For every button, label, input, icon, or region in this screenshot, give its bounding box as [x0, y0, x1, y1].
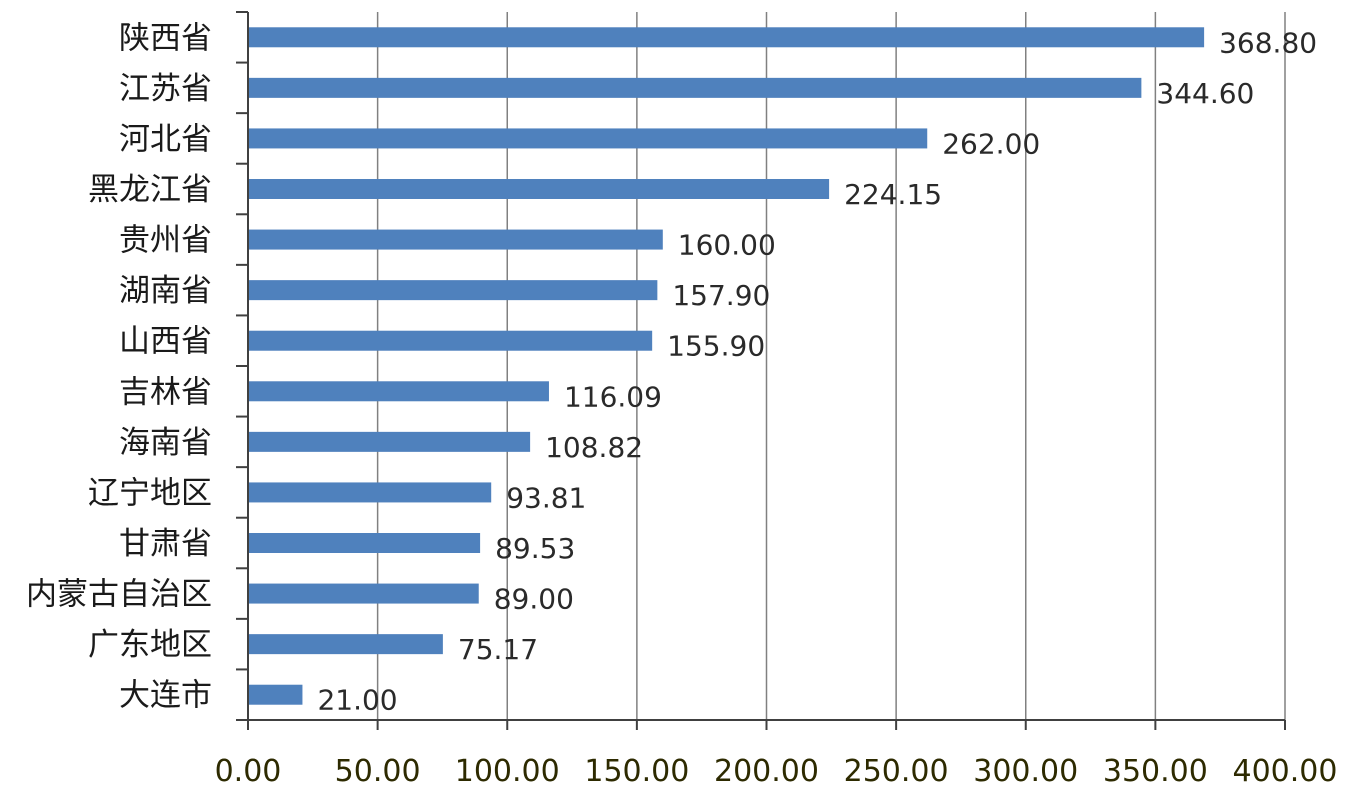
- bar-value-label: 262.00: [942, 127, 1040, 160]
- category-label: 辽宁地区: [88, 475, 212, 511]
- bar: [249, 583, 479, 604]
- category-label: 大连市: [119, 678, 212, 714]
- bar-value-label: 157.90: [672, 279, 770, 312]
- category-label: 湖南省: [119, 273, 212, 309]
- x-tick-label: 400.00: [1233, 754, 1338, 789]
- bar: [249, 179, 830, 199]
- x-tick-label: 0.00: [215, 754, 282, 789]
- category-label: 贵州省: [119, 223, 212, 259]
- category-label: 黑龙江省: [88, 172, 212, 208]
- category-label: 江苏省: [119, 71, 212, 107]
- x-tick-label: 300.00: [973, 754, 1078, 789]
- bar: [249, 128, 928, 149]
- category-label: 内蒙古自治区: [26, 577, 212, 613]
- x-tick-label: 100.00: [455, 754, 560, 789]
- category-label: 河北省: [119, 121, 212, 157]
- x-tick-label: 350.00: [1103, 754, 1208, 789]
- category-label: 山西省: [119, 324, 212, 360]
- bar-value-label: 224.15: [844, 178, 942, 211]
- bar: [249, 431, 531, 452]
- x-tick-label: 200.00: [714, 754, 819, 789]
- bar: [249, 27, 1205, 48]
- labels: 368.80 陕西省 344.60 江苏省 262.00 河北省 224.15 黑龙江省 160…: [26, 20, 1337, 789]
- x-tick-label: 250.00: [844, 754, 949, 789]
- bar: [249, 684, 303, 705]
- bars: [249, 27, 1205, 705]
- bar: [249, 533, 481, 553]
- category-label: 吉林省: [119, 374, 212, 410]
- x-tick-label: 150.00: [584, 754, 689, 789]
- bar-value-label: 75.17: [458, 633, 538, 666]
- bar: [249, 381, 549, 402]
- bar: [249, 482, 492, 503]
- bar-value-label: 116.09: [564, 380, 662, 413]
- category-label: 海南省: [119, 425, 212, 461]
- bar-value-label: 93.81: [506, 481, 586, 514]
- bar-value-label: 368.80: [1219, 26, 1317, 59]
- axes: [236, 11, 1286, 730]
- category-label: 甘肃省: [119, 526, 212, 562]
- bar: [249, 330, 653, 351]
- bar-value-label: 89.53: [495, 532, 575, 565]
- bar-value-label: 21.00: [317, 684, 397, 717]
- bar: [249, 77, 1142, 98]
- bar-value-label: 108.82: [545, 431, 643, 464]
- bar: [249, 280, 658, 301]
- bar: [249, 634, 443, 655]
- category-label: 广东地区: [88, 627, 212, 663]
- bar-value-label: 160.00: [678, 229, 776, 262]
- bar: [249, 229, 663, 250]
- x-tick-label: 50.00: [335, 754, 421, 789]
- bar-value-label: 344.60: [1156, 77, 1254, 110]
- bar-value-label: 89.00: [494, 583, 574, 616]
- category-label: 陕西省: [119, 20, 212, 56]
- bar-value-label: 155.90: [667, 330, 765, 363]
